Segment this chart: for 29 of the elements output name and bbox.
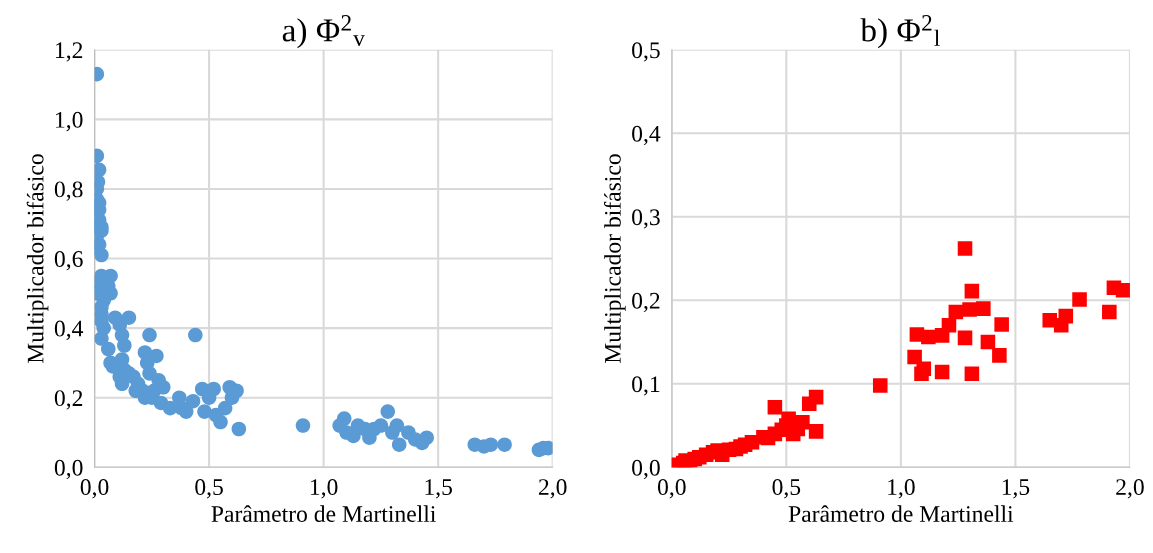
x-tick-label: 2,0 <box>538 479 567 499</box>
x-tick-label: 1,5 <box>425 479 452 499</box>
x-tick-label: 2,0 <box>1116 479 1144 499</box>
chart-title: b) Φ$^{2}$$_{l}$ <box>860 15 940 49</box>
y-tick-label: 0,0 <box>632 459 660 480</box>
y-axis-title: Multiplicador bifásico <box>26 154 49 364</box>
x-axis-title: Parâmetro de Martinelli <box>211 505 436 522</box>
y-axis-title: Multiplicador bifásico <box>603 154 626 364</box>
y-tick-label: 1,2 <box>56 42 83 62</box>
y-tick-label: 0,8 <box>54 181 83 201</box>
y-tick-label: 0,4 <box>54 320 84 340</box>
x-tick-label: 1,0 <box>888 479 915 499</box>
x-tick-label: 0,0 <box>80 479 109 499</box>
y-tick-label: 0,4 <box>632 125 661 146</box>
y-tick-label: 0,2 <box>54 390 83 410</box>
y-tick-label: 0,6 <box>54 251 83 271</box>
y-tick-label: 0,3 <box>632 209 660 229</box>
chart-title: a) Φ$^{2}$$_{v}$ <box>282 15 365 49</box>
y-tick-label: 0,0 <box>54 459 83 480</box>
x-axis-title: Parâmetro de Martinelli <box>788 505 1014 522</box>
y-tick-label: 0,5 <box>632 42 660 62</box>
x-tick-label: 1,0 <box>310 479 338 499</box>
y-tick-label: 1,0 <box>56 111 83 132</box>
x-tick-label: 0,5 <box>772 479 801 499</box>
y-tick-label: 0,2 <box>632 292 660 313</box>
x-tick-label: 1,5 <box>1002 479 1030 499</box>
x-tick-label: 0,0 <box>657 479 686 499</box>
y-tick-label: 0,1 <box>632 376 660 396</box>
x-tick-label: 0,5 <box>195 479 223 499</box>
